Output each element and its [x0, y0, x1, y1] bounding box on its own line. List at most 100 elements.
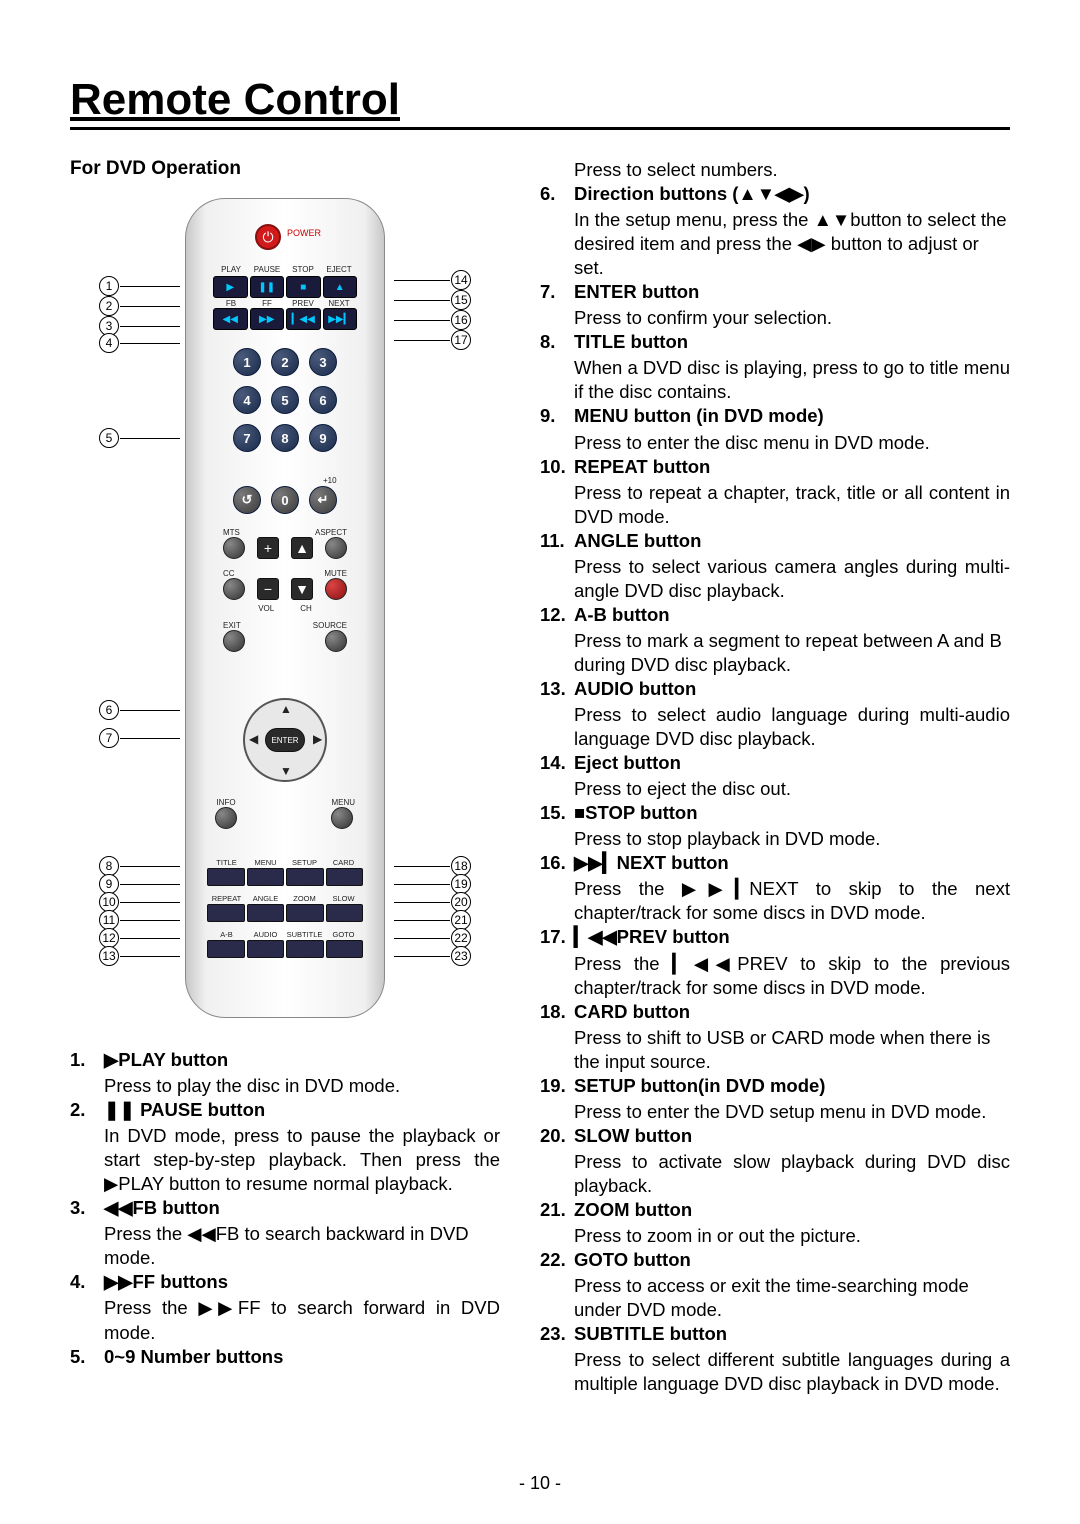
item-desc: Press the ▶▶▎NEXT to skip to the next ch…: [540, 877, 1010, 925]
item-title: ◀◀FB button: [104, 1197, 220, 1218]
list-item: 6.Direction buttons (▲▼◀▶): [540, 182, 1010, 206]
lower-button: [207, 868, 245, 886]
lower-button: [247, 904, 285, 922]
lower-label: ZOOM: [285, 894, 324, 903]
lower-label: GOTO: [324, 930, 363, 939]
list-item: 10.REPEAT button: [540, 455, 1010, 479]
next-button: ▶▶▎: [323, 308, 358, 330]
arrow-down-icon: ▼: [280, 764, 292, 778]
info-button: [215, 807, 237, 829]
callout-23: 23: [451, 946, 471, 966]
label-pause: PAUSE: [249, 265, 285, 274]
arrow-left-icon: ◀: [249, 732, 258, 746]
left-item-list: 1.▶PLAY buttonPress to play the disc in …: [70, 1048, 500, 1369]
item-number: 21.: [540, 1198, 574, 1222]
lower-button: [286, 868, 324, 886]
callout-16: 16: [451, 310, 471, 330]
callout-17: 17: [451, 330, 471, 350]
item-title: A-B button: [574, 604, 670, 625]
item-title: 0~9 Number buttons: [104, 1346, 283, 1367]
transport-row: ◀◀ ▶▶ ▎◀◀ ▶▶▎: [213, 308, 357, 330]
source-button: [325, 630, 347, 652]
lower-rows: TITLEMENUSETUPCARDREPEATANGLEZOOMSLOWA-B…: [207, 858, 363, 966]
list-item: 16.▶▶▎NEXT button: [540, 851, 1010, 875]
num-6: 6: [309, 386, 337, 414]
right-lead: Press to select numbers.: [540, 158, 1010, 182]
label-ff: FF: [249, 299, 285, 308]
callout-11: 11: [99, 910, 119, 930]
lower-label: REPEAT: [207, 894, 246, 903]
num-back: ↺: [233, 486, 261, 514]
lower-button: [326, 868, 364, 886]
callout-22: 22: [451, 928, 471, 948]
item-title: CARD button: [574, 1001, 690, 1022]
arrow-right-icon: ▶: [313, 732, 322, 746]
num-0: 0: [271, 486, 299, 514]
prev-button: ▎◀◀: [286, 308, 321, 330]
num-1: 1: [233, 348, 261, 376]
playback-labels: PLAY PAUSE STOP EJECT: [213, 265, 357, 274]
vol-label: VOL: [258, 604, 274, 613]
item-number: 23.: [540, 1322, 574, 1346]
item-number: 4.: [70, 1270, 104, 1294]
item-desc: Press to enter the DVD setup menu in DVD…: [540, 1100, 1010, 1124]
list-item: 9.MENU button (in DVD mode): [540, 404, 1010, 428]
lower-label: SLOW: [324, 894, 363, 903]
list-item: 21.ZOOM button: [540, 1198, 1010, 1222]
numpad-special: ↺ 0 ↵: [233, 486, 337, 514]
item-number: 16.: [540, 851, 574, 875]
ch-down: ▼: [291, 578, 313, 600]
callout-20: 20: [451, 892, 471, 912]
label-fb: FB: [213, 299, 249, 308]
list-item: 18.CARD button: [540, 1000, 1010, 1024]
callout-10: 10: [99, 892, 119, 912]
list-item: 5.0~9 Number buttons: [70, 1345, 500, 1369]
item-number: 3.: [70, 1196, 104, 1220]
item-desc: Press to play the disc in DVD mode.: [70, 1074, 500, 1098]
num-5: 5: [271, 386, 299, 414]
item-title: AUDIO button: [574, 678, 696, 699]
label-prev: PREV: [285, 299, 321, 308]
aspect-button: [325, 537, 347, 559]
item-title: ANGLE button: [574, 530, 701, 551]
arrow-up-icon: ▲: [280, 702, 292, 716]
list-item: 20.SLOW button: [540, 1124, 1010, 1148]
item-title: ▶▶▎NEXT button: [574, 852, 729, 873]
item-title: ▶▶FF buttons: [104, 1271, 228, 1292]
callout-5: 5: [99, 428, 119, 448]
item-title: ZOOM button: [574, 1199, 692, 1220]
mts-area: MTS ASPECT + ▲ CC MUTE − ▼: [223, 528, 347, 652]
item-desc: Press to select various camera angles du…: [540, 555, 1010, 603]
lower-label: A-B: [207, 930, 246, 939]
callout-8: 8: [99, 856, 119, 876]
fb-button: ◀◀: [213, 308, 248, 330]
subtitle: For DVD Operation: [70, 158, 500, 180]
mts-label: MTS: [223, 528, 240, 537]
power-label: POWER: [287, 228, 321, 238]
num-4: 4: [233, 386, 261, 414]
list-item: 12.A-B button: [540, 603, 1010, 627]
mts-button: [223, 537, 245, 559]
item-desc: When a DVD disc is playing, press to go …: [540, 356, 1010, 404]
callout-19: 19: [451, 874, 471, 894]
transport-labels: FB FF PREV NEXT: [213, 299, 357, 308]
item-desc: Press to select different subtitle langu…: [540, 1348, 1010, 1396]
item-number: 9.: [540, 404, 574, 428]
num-3: 3: [309, 348, 337, 376]
numpad: 1 2 3 4 5 6 7 8 9: [233, 348, 337, 452]
list-item: 14.Eject button: [540, 751, 1010, 775]
ten-plus-label: +10: [323, 476, 337, 485]
lower-label: TITLE: [207, 858, 246, 867]
callout-21: 21: [451, 910, 471, 930]
item-desc: Press to shift to USB or CARD mode when …: [540, 1026, 1010, 1074]
stop-button: ■: [286, 276, 321, 298]
eject-button: ▲: [323, 276, 358, 298]
item-number: 22.: [540, 1248, 574, 1272]
item-title: SUBTITLE button: [574, 1323, 727, 1344]
item-desc: Press the ▶▶FF to search forward in DVD …: [70, 1296, 500, 1344]
item-title: SETUP button(in DVD mode): [574, 1075, 825, 1096]
item-desc: Press to access or exit the time-searchi…: [540, 1274, 1010, 1322]
list-item: 19.SETUP button(in DVD mode): [540, 1074, 1010, 1098]
callout-14: 14: [451, 270, 471, 290]
item-number: 11.: [540, 529, 574, 553]
